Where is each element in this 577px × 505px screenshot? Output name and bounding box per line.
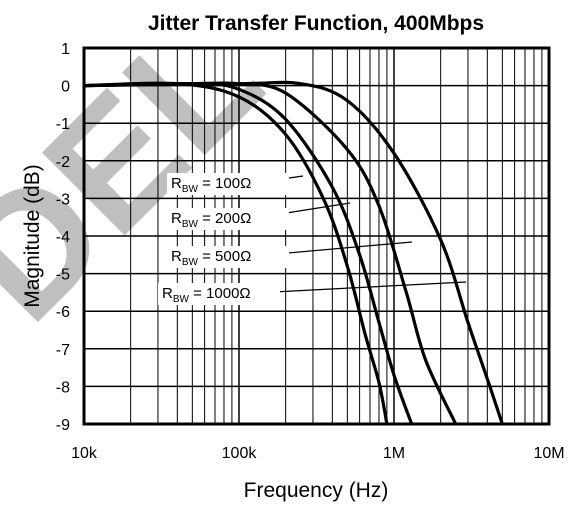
curve-rbw-1000 [83, 81, 389, 425]
curve-label-backing [167, 208, 289, 230]
y-tick-label: -5 [56, 267, 70, 284]
curve-label: RBW = 200Ω [171, 210, 251, 230]
x-tick-label: 100k [222, 445, 258, 462]
curve-label-backing [158, 283, 280, 305]
x-tick-label: 10k [71, 445, 98, 462]
curve-label: RBW = 1000Ω [162, 285, 251, 305]
y-tick-label: -9 [56, 417, 70, 434]
series-curves [83, 80, 504, 425]
y-axis-label: Magnitude (dB) [21, 164, 44, 308]
curve-label-backing [167, 173, 289, 195]
y-tick-label: -7 [56, 342, 70, 359]
curve-label: RBW = 100Ω [171, 175, 251, 195]
y-tick-label: -6 [56, 304, 70, 321]
y-tick-label: -3 [56, 191, 70, 208]
x-tick-label: 10M [533, 445, 564, 462]
y-tick-label: 0 [61, 79, 70, 96]
y-tick-label: -1 [56, 116, 70, 133]
curve-rbw-500 [83, 82, 414, 425]
plot-frame [82, 46, 551, 426]
leader-line [253, 281, 467, 294]
y-tick-label: 1 [61, 41, 70, 58]
y-tick-label: -8 [56, 379, 70, 396]
curve-label-backing [167, 246, 289, 268]
x-axis-label: Frequency (Hz) [244, 479, 389, 502]
tick-labels: 10k 100k 1M 10M 1 0 -1 -2 -3 -4 -5 -6 -7 -8 -9 [56, 41, 565, 462]
curve-label: RBW = 500Ω [171, 248, 251, 268]
chart-title: Jitter Transfer Function, 400Mbps [148, 12, 484, 35]
grid-lines [83, 47, 550, 425]
y-tick-label: -2 [56, 154, 70, 171]
x-tick-label: 1M [383, 445, 405, 462]
curve-labels: RBW = 100Ω RBW = 200Ω RBW = 500Ω RBW = 1000… [158, 173, 289, 305]
y-tick-label: -4 [56, 229, 70, 246]
